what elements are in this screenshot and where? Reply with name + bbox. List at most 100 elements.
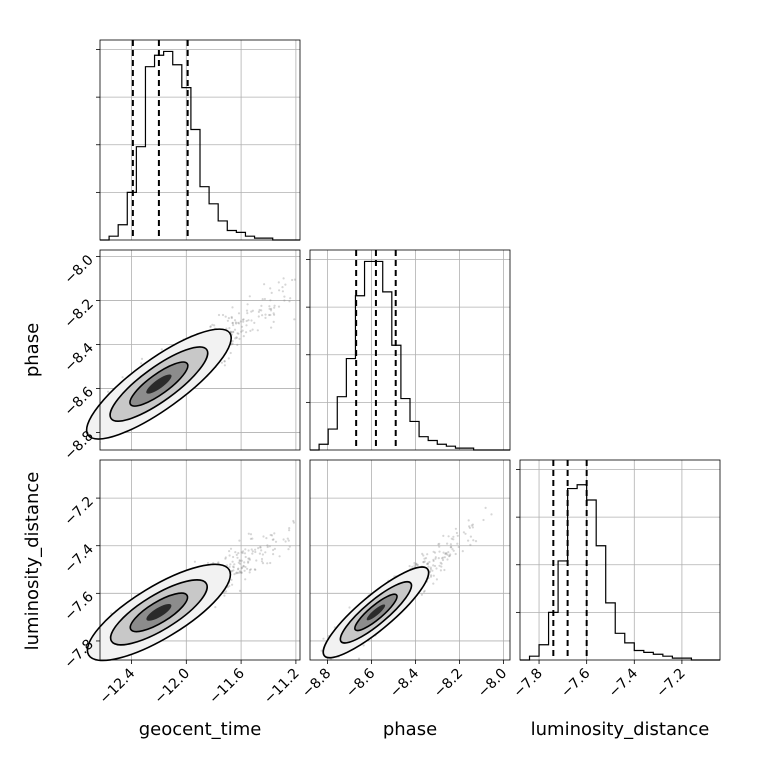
scatter-point xyxy=(260,557,264,561)
scatter-point xyxy=(240,559,243,562)
scatter-point xyxy=(238,570,241,573)
scatter-point xyxy=(261,553,264,556)
scatter-point xyxy=(258,308,261,312)
scatter-point xyxy=(244,548,247,551)
scatter-point xyxy=(271,538,274,541)
scatter-point xyxy=(269,533,272,537)
scatter-point xyxy=(263,297,266,301)
scatter-point xyxy=(242,565,245,568)
scatter-point xyxy=(160,348,163,351)
scatter-point xyxy=(449,543,452,546)
y-tick-label-phase: −8.2 xyxy=(61,296,96,331)
scatter-point xyxy=(430,574,433,577)
scatter-point xyxy=(268,305,271,308)
scatter-point xyxy=(281,286,284,289)
scatter-point xyxy=(213,324,216,327)
scatter-point xyxy=(467,519,470,522)
scatter-point xyxy=(435,578,438,581)
scatter-point xyxy=(246,567,249,570)
scatter-point xyxy=(293,278,296,281)
scatter-point xyxy=(228,565,231,569)
scatter-point xyxy=(236,571,239,575)
scatter-point xyxy=(238,539,241,542)
scatter-point xyxy=(349,507,351,509)
scatter-point xyxy=(264,316,267,319)
scatter-point xyxy=(443,568,446,572)
scatter-point xyxy=(457,545,460,549)
scatter-point xyxy=(277,281,280,284)
scatter-point xyxy=(426,562,429,566)
scatter-point xyxy=(254,548,257,551)
scatter-point xyxy=(245,324,248,327)
scatter-point xyxy=(242,320,245,323)
scatter-point xyxy=(257,310,260,313)
scatter-point xyxy=(223,594,226,597)
scatter-point xyxy=(310,515,312,517)
scatter-point xyxy=(259,546,262,549)
scatter-point xyxy=(243,561,246,564)
scatter-point xyxy=(251,309,254,312)
x-axis-label-luminosity-distance: luminosity_distance xyxy=(531,719,710,740)
scatter-point xyxy=(249,568,252,571)
scatter-point xyxy=(422,554,425,557)
scatter-point xyxy=(284,283,287,286)
scatter-point xyxy=(277,305,281,308)
y-axis-label-luminosity-distance: luminosity_distance xyxy=(22,472,43,651)
scatter-point xyxy=(446,558,449,561)
y-tick-label-phase: −8.0 xyxy=(61,252,96,287)
scatter-point xyxy=(437,543,440,546)
scatter-point xyxy=(286,537,289,540)
scatter-point xyxy=(240,571,243,574)
scatter-point xyxy=(248,568,251,572)
scatter-point xyxy=(452,549,455,552)
scatter-point xyxy=(426,553,429,556)
scatter-point xyxy=(272,553,275,556)
scatter-point xyxy=(193,560,196,563)
scatter-point xyxy=(454,527,457,530)
scatter-point xyxy=(228,554,231,557)
histogram-luminosity-distance xyxy=(520,484,720,661)
scatter-point xyxy=(211,323,214,326)
scatter-point xyxy=(442,534,445,538)
scatter-point xyxy=(242,335,245,338)
scatter-point xyxy=(232,566,235,569)
scatter-point xyxy=(411,565,414,569)
scatter-point xyxy=(248,557,251,560)
scatter-point xyxy=(322,637,325,640)
scatter-point xyxy=(268,545,271,548)
scatter-point xyxy=(272,320,275,323)
scatter-point xyxy=(293,318,296,321)
scatter-point xyxy=(449,546,452,549)
scatter-point xyxy=(432,559,435,563)
scatter-point xyxy=(235,336,238,339)
scatter-point xyxy=(446,542,449,545)
scatter-point xyxy=(264,551,267,554)
scatter-point xyxy=(247,549,250,552)
scatter-point xyxy=(224,556,227,559)
scatter-point xyxy=(231,322,234,325)
scatter-point xyxy=(440,557,444,560)
marks-layer xyxy=(85,40,720,662)
scatter-point xyxy=(292,519,295,523)
scatter-point xyxy=(231,570,234,573)
scatter-point xyxy=(305,283,307,285)
scatter-point xyxy=(429,566,432,569)
scatter-point xyxy=(264,313,267,316)
scatter-point xyxy=(431,569,434,572)
scatter-point xyxy=(316,539,318,541)
histogram-frame-phase xyxy=(309,249,511,451)
scatter-point xyxy=(250,310,253,313)
scatter-point xyxy=(472,539,475,542)
scatter-point xyxy=(422,560,425,564)
scatter-point xyxy=(433,564,437,568)
scatter-point xyxy=(348,606,351,609)
scatter-point xyxy=(284,540,287,543)
scatter-point xyxy=(231,306,234,309)
scatter-point xyxy=(268,313,271,317)
scatter-point xyxy=(420,593,423,596)
scatter-point xyxy=(240,566,244,569)
scatter-point xyxy=(249,329,252,332)
scatter-point xyxy=(260,309,263,312)
scatter-point xyxy=(429,575,433,578)
scatter-point xyxy=(246,303,249,306)
